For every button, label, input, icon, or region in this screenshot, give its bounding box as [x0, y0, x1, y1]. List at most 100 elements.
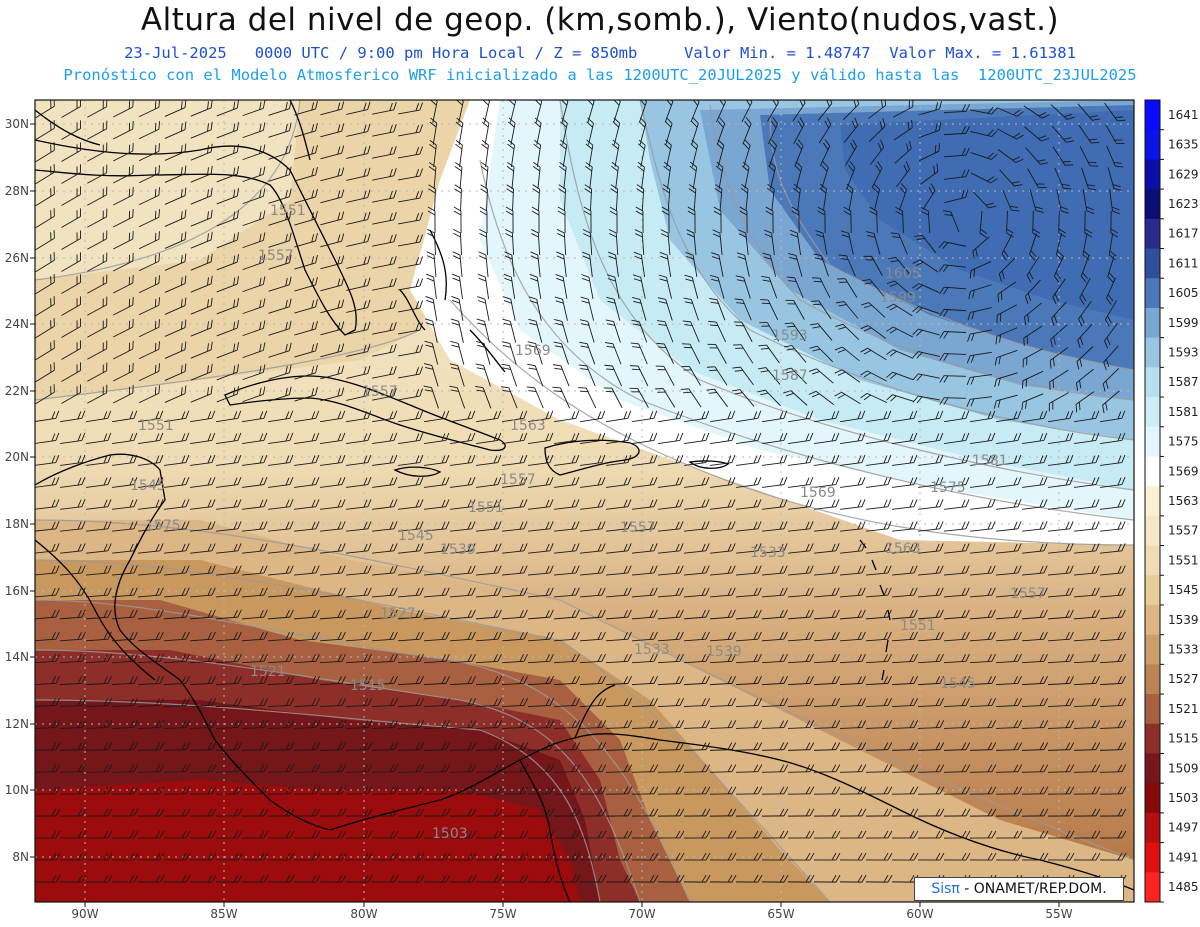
wind-barb: [112, 476, 138, 488]
wind-barb: [242, 254, 266, 271]
wind-barb: [216, 521, 242, 532]
wind-barb: [788, 253, 803, 277]
wind-barb: [1100, 499, 1126, 510]
wind-barb: [998, 257, 1016, 282]
colorbar-label: 1521: [1168, 702, 1199, 716]
lon-label: 80W: [350, 907, 377, 921]
wind-barb: [1027, 168, 1047, 188]
wind-barb: [1099, 609, 1126, 620]
wind-barb: [528, 476, 554, 488]
wind-barb: [840, 499, 866, 510]
contour-label: 1551: [270, 203, 306, 219]
map-plot-area: [35, 100, 1134, 902]
wind-barb: [944, 565, 970, 576]
wind-barb: [190, 454, 216, 466]
wind-barb: [712, 229, 723, 255]
wind-barb: [346, 432, 372, 445]
wind-barb: [164, 521, 190, 532]
wind-barb: [1082, 189, 1095, 215]
wind-barb: [398, 300, 423, 313]
wind-barb: [320, 145, 345, 160]
wind-barb: [531, 206, 540, 234]
wind-barb: [996, 543, 1022, 554]
wind-barb: [268, 144, 292, 160]
wind-barb: [970, 499, 996, 510]
wind-barb: [346, 321, 371, 335]
wind-barb: [973, 191, 997, 209]
contour-label: 1557: [620, 520, 656, 536]
wind-barb: [450, 454, 476, 466]
wind-barb: [1022, 543, 1048, 554]
wind-barb: [970, 521, 996, 532]
wind-barb: [710, 476, 736, 488]
wind-barb: [452, 251, 463, 277]
wind-barb: [757, 389, 781, 407]
contour-label: 1569: [800, 485, 836, 501]
wind-barb: [450, 476, 476, 488]
wind-barb: [580, 296, 595, 321]
wind-barb: [835, 301, 859, 319]
wind-barb: [1100, 521, 1126, 532]
wind-barb: [164, 385, 187, 403]
colorbar-label: 1509: [1168, 761, 1199, 775]
wind-barb: [793, 183, 801, 211]
lon-label: 55W: [1045, 907, 1072, 921]
wind-barb: [398, 499, 424, 510]
wind-barb: [868, 118, 886, 142]
wind-barb: [61, 252, 81, 272]
wind-barb: [35, 318, 55, 339]
wind-barb: [320, 543, 346, 554]
wind-barb: [886, 394, 914, 402]
wind-barb: [61, 142, 81, 162]
wind-barb: [892, 476, 918, 488]
wind-barb: [449, 609, 476, 620]
wind-barb: [1021, 370, 1044, 389]
wind-barb: [346, 454, 372, 466]
wind-barb: [1049, 369, 1069, 390]
wind-barb: [500, 386, 518, 409]
wind-barb: [398, 234, 423, 247]
wind-barb: [969, 609, 996, 620]
lat-lon-grid: [35, 100, 1134, 902]
wind-barb: [996, 521, 1022, 532]
contour-label: 1527: [380, 606, 416, 622]
wind-barb: [138, 319, 160, 338]
wind-barb: [860, 347, 887, 361]
wind-barb: [843, 206, 852, 234]
wind-barb: [87, 340, 108, 360]
wind-barb: [810, 300, 832, 320]
wind-barb: [320, 233, 345, 248]
wind-barb: [604, 364, 622, 387]
wind-barb: [320, 365, 345, 380]
wind-barb: [580, 587, 606, 598]
wind-barb: [112, 164, 134, 184]
lon-label: 70W: [628, 907, 655, 921]
wind-barb: [606, 476, 632, 488]
wind-barb: [294, 277, 318, 292]
wind-barb: [788, 476, 814, 488]
wind-barb: [190, 499, 216, 510]
wind-barb: [912, 283, 940, 293]
wind-barb: [372, 587, 398, 598]
wind-barb: [242, 410, 268, 423]
wind-barb: [554, 587, 580, 598]
wind-barb: [765, 206, 774, 234]
wind-barb: [398, 212, 423, 225]
wind-barb: [138, 454, 164, 466]
lon-label: 75W: [489, 907, 516, 921]
wind-barb: [320, 587, 346, 598]
wind-barb: [372, 410, 398, 423]
wind-barb: [1048, 392, 1069, 412]
wind-barb: [918, 454, 944, 466]
wind-barb: [1022, 587, 1048, 598]
wind-barb: [896, 161, 910, 188]
wind-barb: [268, 342, 292, 358]
wind-barb: [86, 454, 112, 466]
wind-barb: [993, 394, 1018, 409]
wind-barb: [112, 499, 138, 510]
wind-barb: [783, 390, 808, 406]
wind-barb: [242, 364, 266, 381]
wind-barb: [580, 521, 606, 532]
wind-barb: [372, 190, 397, 203]
wind-barb: [1104, 322, 1118, 349]
